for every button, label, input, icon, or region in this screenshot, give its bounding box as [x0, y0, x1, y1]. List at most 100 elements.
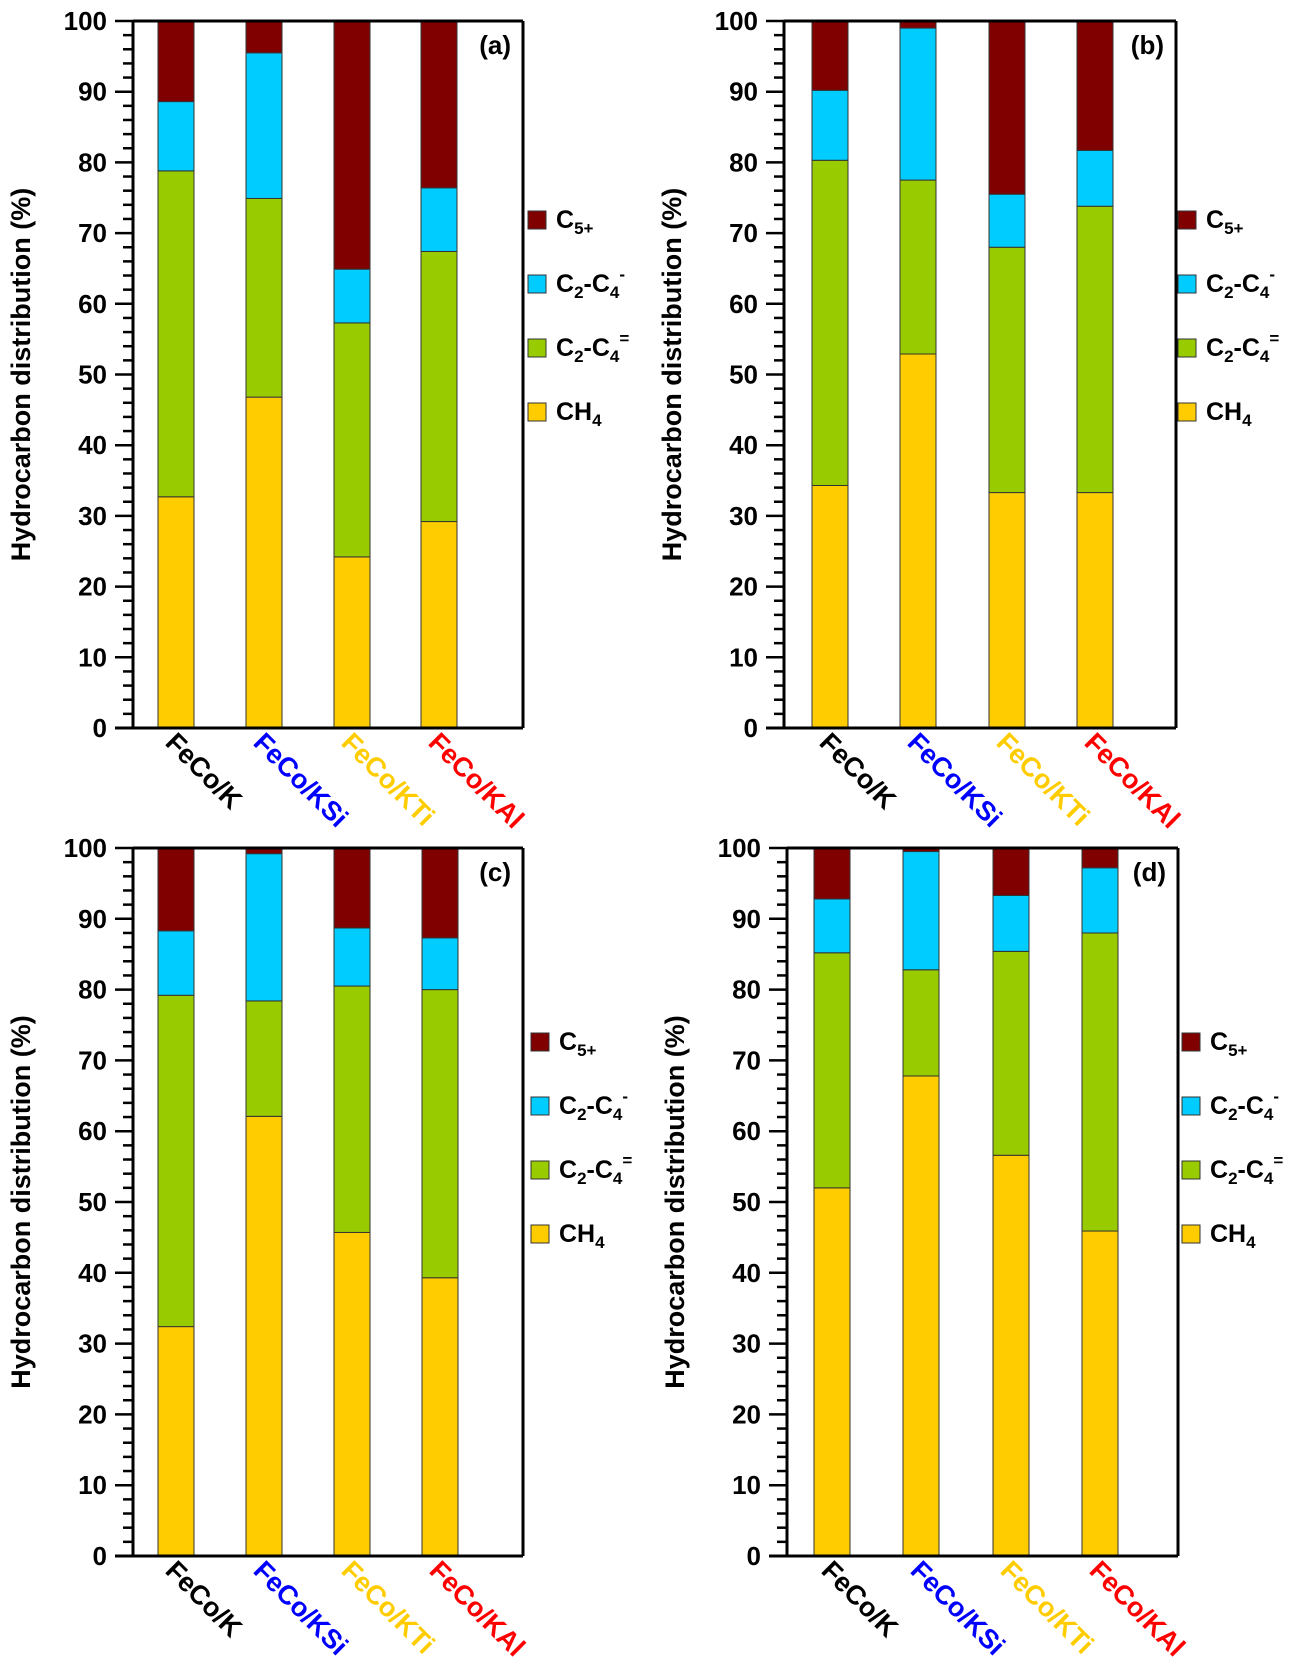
y-tick-label: 70 [729, 218, 758, 248]
legend-item: C2-C4- [527, 265, 625, 302]
y-tick-label: 100 [64, 833, 107, 863]
legend-swatch [1177, 210, 1197, 230]
legend-item: C2-C4- [1177, 265, 1275, 302]
y-tick-label: 80 [729, 147, 758, 177]
bar-segment-c2c4-1 [899, 179, 937, 355]
bar-segment-c2c4-0 [157, 170, 195, 498]
y-tick-label: 60 [78, 289, 107, 319]
x-tick-label: FeCo/KTi [995, 1555, 1100, 1660]
bar-segment-c5-3 [1076, 20, 1114, 151]
y-tick-label: 60 [732, 1116, 761, 1146]
legend-label: C5+ [559, 1028, 597, 1060]
legend-item: C2-C4- [1181, 1087, 1279, 1124]
y-tick-label: 0 [93, 1541, 107, 1571]
bar-segment-ch4-1 [902, 1075, 940, 1557]
bar-segment-c5-1 [245, 20, 283, 54]
bar-segment-ch4-3 [1076, 492, 1114, 729]
legend-item: CH4 [1181, 1220, 1256, 1252]
legend-item: CH4 [527, 398, 602, 430]
bar-segment-c2c4-0 [813, 952, 851, 1189]
bar-segment-c2c4-3 [420, 250, 458, 523]
legend-label: C5+ [556, 206, 594, 238]
x-tick-label: FeCo/K [816, 1555, 904, 1643]
y-tick-label: 100 [715, 6, 758, 36]
bar-segment-c2c4-2 [333, 268, 371, 324]
legend-swatch [527, 338, 547, 358]
bar-segment-c2c4-3 [1081, 932, 1119, 1232]
bar-segment-c5-3 [420, 20, 458, 189]
legend-swatch [1181, 1224, 1201, 1244]
x-tick-label: FeCo/KAl [1079, 727, 1186, 834]
legend-label: CH4 [1210, 1220, 1256, 1252]
y-tick-label: 20 [729, 572, 758, 602]
legend-item: C5+ [1181, 1028, 1248, 1060]
bar-segment-ch4-3 [1081, 1230, 1119, 1557]
bar-segment-c5-3 [1081, 847, 1119, 869]
y-tick-label: 50 [729, 360, 758, 390]
bar-segment-c2c4-0 [157, 930, 195, 996]
x-tick-label: FeCo/KTi [336, 1555, 441, 1660]
y-tick-label: 10 [732, 1470, 761, 1500]
y-tick-label: 30 [78, 501, 107, 531]
y-tick-label: 10 [78, 1470, 107, 1500]
legend-label: CH4 [559, 1220, 605, 1252]
bar-segment-c2c4-2 [988, 193, 1026, 248]
legend-label: C2-C4- [559, 1087, 628, 1124]
y-tick-label: 30 [729, 501, 758, 531]
y-tick-label: 20 [78, 572, 107, 602]
panel-label: (c) [479, 857, 511, 887]
panel-label: (d) [1133, 857, 1166, 887]
y-tick-label: 70 [78, 1045, 107, 1075]
bar-segment-c2c4-1 [899, 27, 937, 181]
legend-swatch [530, 1032, 550, 1052]
bar-segment-ch4-1 [899, 353, 937, 729]
legend-label: C5+ [1210, 1028, 1248, 1060]
legend-item: CH4 [530, 1220, 605, 1252]
x-tick-label: FeCo/KSi [248, 727, 354, 833]
y-tick-label: 80 [78, 147, 107, 177]
bar-segment-c2c4-0 [157, 994, 195, 1328]
bar-segment-c2c4-0 [811, 159, 849, 486]
x-tick-label: FeCo/KAl [423, 727, 530, 834]
x-tick-label: FeCo/KAl [1084, 1555, 1191, 1662]
y-tick-label: 0 [747, 1541, 761, 1571]
legend-swatch [1177, 338, 1197, 358]
y-tick-label: 90 [732, 904, 761, 934]
y-tick-label: 70 [732, 1045, 761, 1075]
y-axis-title: Hydrocarbon distribution (%) [660, 1015, 690, 1389]
panel-label: (b) [1131, 30, 1164, 60]
bar-segment-c2c4-1 [902, 969, 940, 1077]
legend-item: C2-C4= [1177, 329, 1279, 366]
bar-segment-c5-2 [988, 20, 1026, 195]
bar-segment-c2c4-1 [245, 52, 283, 199]
legend-label: C2-C4- [556, 265, 625, 302]
bar-segment-c5-0 [157, 847, 195, 932]
legend-swatch [1177, 274, 1197, 294]
y-tick-label: 0 [93, 713, 107, 743]
legend-swatch [1181, 1096, 1201, 1116]
y-tick-label: 80 [78, 975, 107, 1005]
y-tick-label: 40 [78, 1258, 107, 1288]
legend-swatch [530, 1096, 550, 1116]
legend-swatch [527, 210, 547, 230]
bar-segment-c2c4-1 [245, 197, 283, 398]
y-tick-label: 50 [78, 360, 107, 390]
y-tick-label: 50 [732, 1187, 761, 1217]
legend-swatch [527, 402, 547, 422]
x-tick-label: FeCo/KSi [902, 727, 1008, 833]
x-tick-label: FeCo/KAl [424, 1555, 531, 1662]
bar-segment-c2c4-0 [813, 898, 851, 954]
bar-segment-c2c4-2 [333, 985, 371, 1233]
y-tick-label: 80 [732, 975, 761, 1005]
x-tick-label: FeCo/KSi [248, 1555, 354, 1661]
bar-segment-ch4-3 [421, 1277, 459, 1557]
y-tick-label: 90 [78, 77, 107, 107]
bar-segment-ch4-1 [245, 1115, 283, 1557]
y-tick-label: 40 [729, 430, 758, 460]
chart-panel-b: 0 10 20 30 40 50 60 70 80 90 100 Hydrocarbon distri… [657, 6, 1279, 834]
legend-item: C5+ [527, 206, 594, 238]
bar-segment-ch4-0 [157, 1326, 195, 1557]
legend-label: C2-C4= [556, 329, 629, 366]
legend-label: C2-C4- [1206, 265, 1275, 302]
